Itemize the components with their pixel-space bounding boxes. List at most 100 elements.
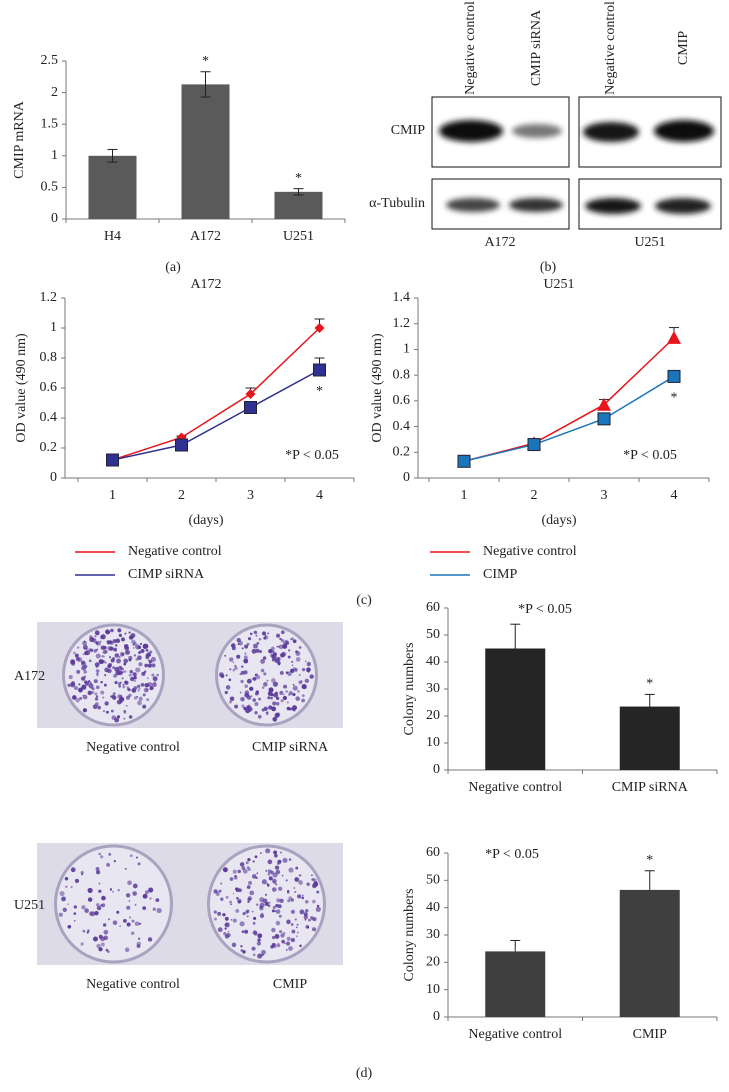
colony bbox=[274, 865, 280, 870]
colony bbox=[87, 690, 93, 696]
colony bbox=[149, 897, 152, 900]
series-line bbox=[112, 327, 321, 461]
colony bbox=[108, 852, 112, 856]
cell-line-label: A172 bbox=[14, 669, 45, 684]
colony bbox=[303, 915, 308, 920]
colony bbox=[94, 910, 99, 916]
colony bbox=[261, 631, 267, 636]
colony bbox=[298, 674, 301, 676]
colony bbox=[240, 696, 245, 702]
colony bbox=[146, 677, 149, 679]
colony bbox=[155, 898, 160, 903]
colony bbox=[311, 878, 315, 881]
x-tick-label: 3 bbox=[247, 488, 254, 503]
colony bbox=[124, 670, 127, 673]
colony bbox=[116, 669, 122, 675]
colony bbox=[224, 927, 227, 930]
colony bbox=[110, 709, 114, 713]
colony bbox=[249, 632, 253, 636]
y-tick-label: 1.2 bbox=[40, 290, 58, 305]
colony bbox=[237, 898, 242, 904]
y-tick-label: 30 bbox=[426, 927, 440, 942]
colony bbox=[267, 696, 271, 700]
colony bbox=[277, 859, 282, 864]
colony bbox=[272, 872, 278, 878]
colony bbox=[245, 708, 251, 714]
colony bbox=[224, 916, 229, 921]
colony bbox=[275, 920, 281, 926]
colony bbox=[103, 929, 109, 935]
colony bbox=[288, 649, 291, 652]
colony bbox=[272, 944, 277, 949]
colony bbox=[142, 893, 148, 899]
colony bbox=[240, 945, 243, 948]
colony bbox=[133, 696, 138, 700]
colony bbox=[135, 667, 141, 673]
colony bbox=[306, 882, 310, 886]
colony bbox=[261, 686, 265, 689]
colony bbox=[130, 676, 135, 682]
colony bbox=[134, 903, 137, 906]
colony bbox=[87, 887, 93, 893]
colony bbox=[70, 885, 73, 889]
colony bbox=[256, 941, 261, 946]
colony bbox=[116, 699, 122, 705]
colony bbox=[229, 696, 235, 702]
colony bbox=[280, 699, 284, 703]
blot-bands bbox=[439, 120, 714, 214]
colony bbox=[241, 665, 244, 668]
colony bbox=[283, 684, 287, 689]
y-tick-label: 30 bbox=[426, 681, 440, 696]
colony bbox=[126, 922, 131, 927]
colony bbox=[82, 694, 88, 700]
colony bbox=[100, 680, 103, 684]
colony bbox=[247, 897, 251, 902]
colony bbox=[67, 683, 71, 687]
colony-photo bbox=[37, 843, 343, 965]
colony bbox=[138, 651, 141, 654]
significance-star: * bbox=[646, 853, 653, 868]
marker bbox=[667, 369, 681, 383]
colony bbox=[280, 630, 285, 635]
colony bbox=[119, 925, 122, 928]
colony bbox=[239, 862, 245, 867]
colony bbox=[124, 632, 127, 635]
colony bbox=[73, 920, 76, 922]
x-tick-label: 3 bbox=[601, 488, 608, 503]
colony bbox=[305, 900, 309, 904]
bar bbox=[619, 706, 680, 770]
colony bbox=[301, 894, 304, 897]
colony bbox=[140, 683, 145, 687]
colony bbox=[316, 890, 320, 894]
colony bbox=[130, 931, 135, 936]
colony bbox=[298, 680, 303, 685]
chart-title: U251 bbox=[543, 277, 574, 292]
colony bbox=[142, 906, 147, 910]
colony bbox=[275, 909, 281, 914]
colony bbox=[294, 891, 297, 894]
colony bbox=[273, 692, 279, 698]
colony bbox=[125, 893, 131, 898]
colony bbox=[142, 704, 147, 709]
y-tick-label: 0.6 bbox=[393, 393, 411, 408]
colony bbox=[106, 863, 110, 867]
colony bbox=[255, 903, 259, 906]
colony bbox=[135, 856, 139, 859]
colony bbox=[224, 690, 228, 695]
colony bbox=[292, 683, 295, 686]
x-tick-label: 1 bbox=[461, 488, 468, 503]
y-tick-label: 1 bbox=[50, 320, 57, 335]
blot-column-label: CMIP bbox=[676, 31, 691, 65]
colony bbox=[251, 946, 256, 951]
colony bbox=[128, 916, 132, 919]
y-tick-label: 0.2 bbox=[393, 445, 411, 460]
colony bbox=[252, 643, 258, 649]
colony bbox=[276, 696, 280, 701]
colony bbox=[113, 673, 118, 678]
colony bbox=[83, 670, 87, 674]
colony bbox=[267, 872, 271, 876]
marker bbox=[667, 330, 681, 344]
colony bbox=[252, 860, 255, 863]
colony bbox=[112, 890, 114, 893]
colony bbox=[96, 943, 101, 949]
